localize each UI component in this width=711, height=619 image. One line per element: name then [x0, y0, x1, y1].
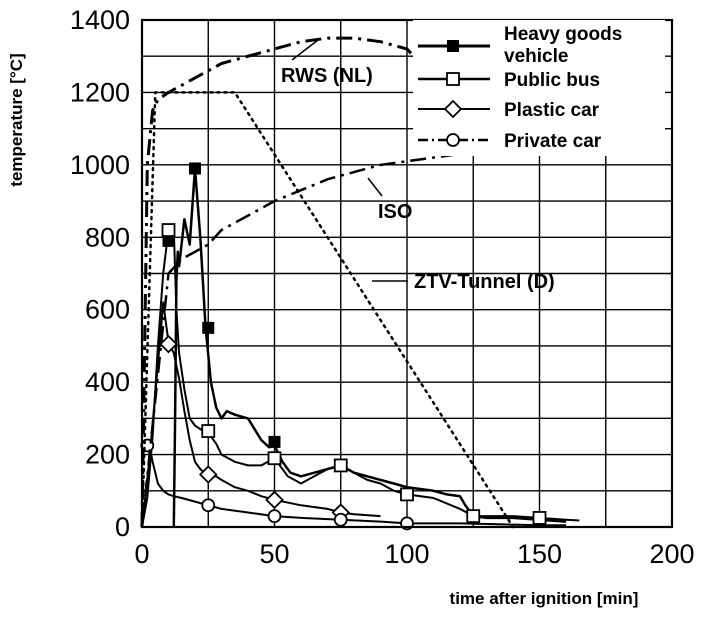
legend-marker-plastic-car	[443, 99, 463, 119]
x-tick-label-0: 0	[134, 539, 149, 569]
marker-plastic-car-2	[265, 490, 284, 510]
marker-heavy-goods-vehicle-0	[162, 234, 175, 247]
marker-plastic-car-0	[159, 334, 178, 354]
legend-entry-public-bus: Public bus	[418, 70, 600, 91]
marker-public-bus-1	[201, 424, 216, 438]
annotation-rws: RWS (NL)	[281, 65, 373, 87]
series-layer	[140, 36, 580, 531]
legend-marker-private-car	[446, 133, 460, 147]
series-line-ztv-tunnel-d	[140, 91, 515, 529]
marker-public-bus-5	[466, 509, 481, 524]
series-line-heavy-goods-vehicle	[172, 167, 567, 528]
frame-layer	[140, 18, 674, 529]
legend-label-heavy-goods-line1: Heavy goods	[504, 24, 622, 45]
x-tick-label-50: 50	[259, 539, 289, 569]
marker-heavy-goods-vehicle-3	[268, 435, 281, 448]
ticks-layer: 0 200 400 600 800 1000 1200 1400 0 50 100 150 200	[70, 5, 695, 569]
series-line-private-car	[141, 442, 566, 527]
marker-plastic-car-1	[198, 465, 218, 484]
plot-frame	[140, 18, 674, 529]
legend: Heavy goods vehicle Public bus Plastic c…	[413, 20, 665, 156]
annotation-iso: ISO	[378, 201, 412, 223]
marker-heavy-goods-vehicle-1	[189, 162, 201, 175]
y-tick-label-1000: 1000	[70, 150, 130, 180]
x-tick-label-200: 200	[649, 539, 694, 569]
series-line-iso	[140, 152, 461, 528]
marker-heavy-goods-vehicle-2	[202, 321, 215, 334]
legend-entry-heavy-goods: Heavy goods vehicle	[418, 24, 622, 67]
legend-label-heavy-goods-line2: vehicle	[504, 46, 568, 67]
y-tick-label-200: 200	[85, 440, 130, 470]
x-tick-label-100: 100	[384, 539, 429, 569]
marker-private-car-2	[267, 509, 282, 524]
x-axis-label: time after ignition [min]	[450, 589, 639, 608]
legend-entry-plastic-car: Plastic car	[418, 99, 600, 121]
legend-marker-heavy-goods	[447, 40, 459, 52]
marker-public-bus-2	[267, 451, 282, 466]
y-tick-label-1200: 1200	[70, 77, 130, 107]
y-tick-label-0: 0	[115, 512, 130, 542]
legend-marker-public-bus	[446, 72, 460, 86]
x-tick-label-150: 150	[517, 539, 562, 569]
annotation-rws-leader	[291, 39, 319, 61]
marker-public-bus-3	[333, 458, 348, 473]
legend-label-public-bus: Public bus	[504, 70, 600, 91]
annotation-iso-leader	[367, 177, 383, 197]
marker-public-bus-6	[532, 511, 547, 525]
y-axis-label: temperature [°C]	[7, 53, 26, 186]
legend-label-plastic-car: Plastic car	[504, 100, 600, 121]
series-line-rws-nl	[140, 36, 462, 528]
marker-private-car-3	[333, 512, 348, 527]
legend-entry-private-car: Private car	[418, 131, 602, 152]
y-tick-label-400: 400	[85, 367, 130, 397]
y-tick-label-600: 600	[85, 295, 130, 325]
marker-public-bus-0	[161, 223, 176, 237]
marker-private-car-1	[201, 498, 216, 513]
y-tick-label-800: 800	[85, 222, 130, 252]
marker-public-bus-4	[400, 487, 414, 502]
annotation-ztv: ZTV-Tunnel (D)	[414, 271, 555, 293]
legend-label-private-car: Private car	[504, 131, 602, 152]
y-tick-label-1400: 1400	[70, 5, 130, 35]
